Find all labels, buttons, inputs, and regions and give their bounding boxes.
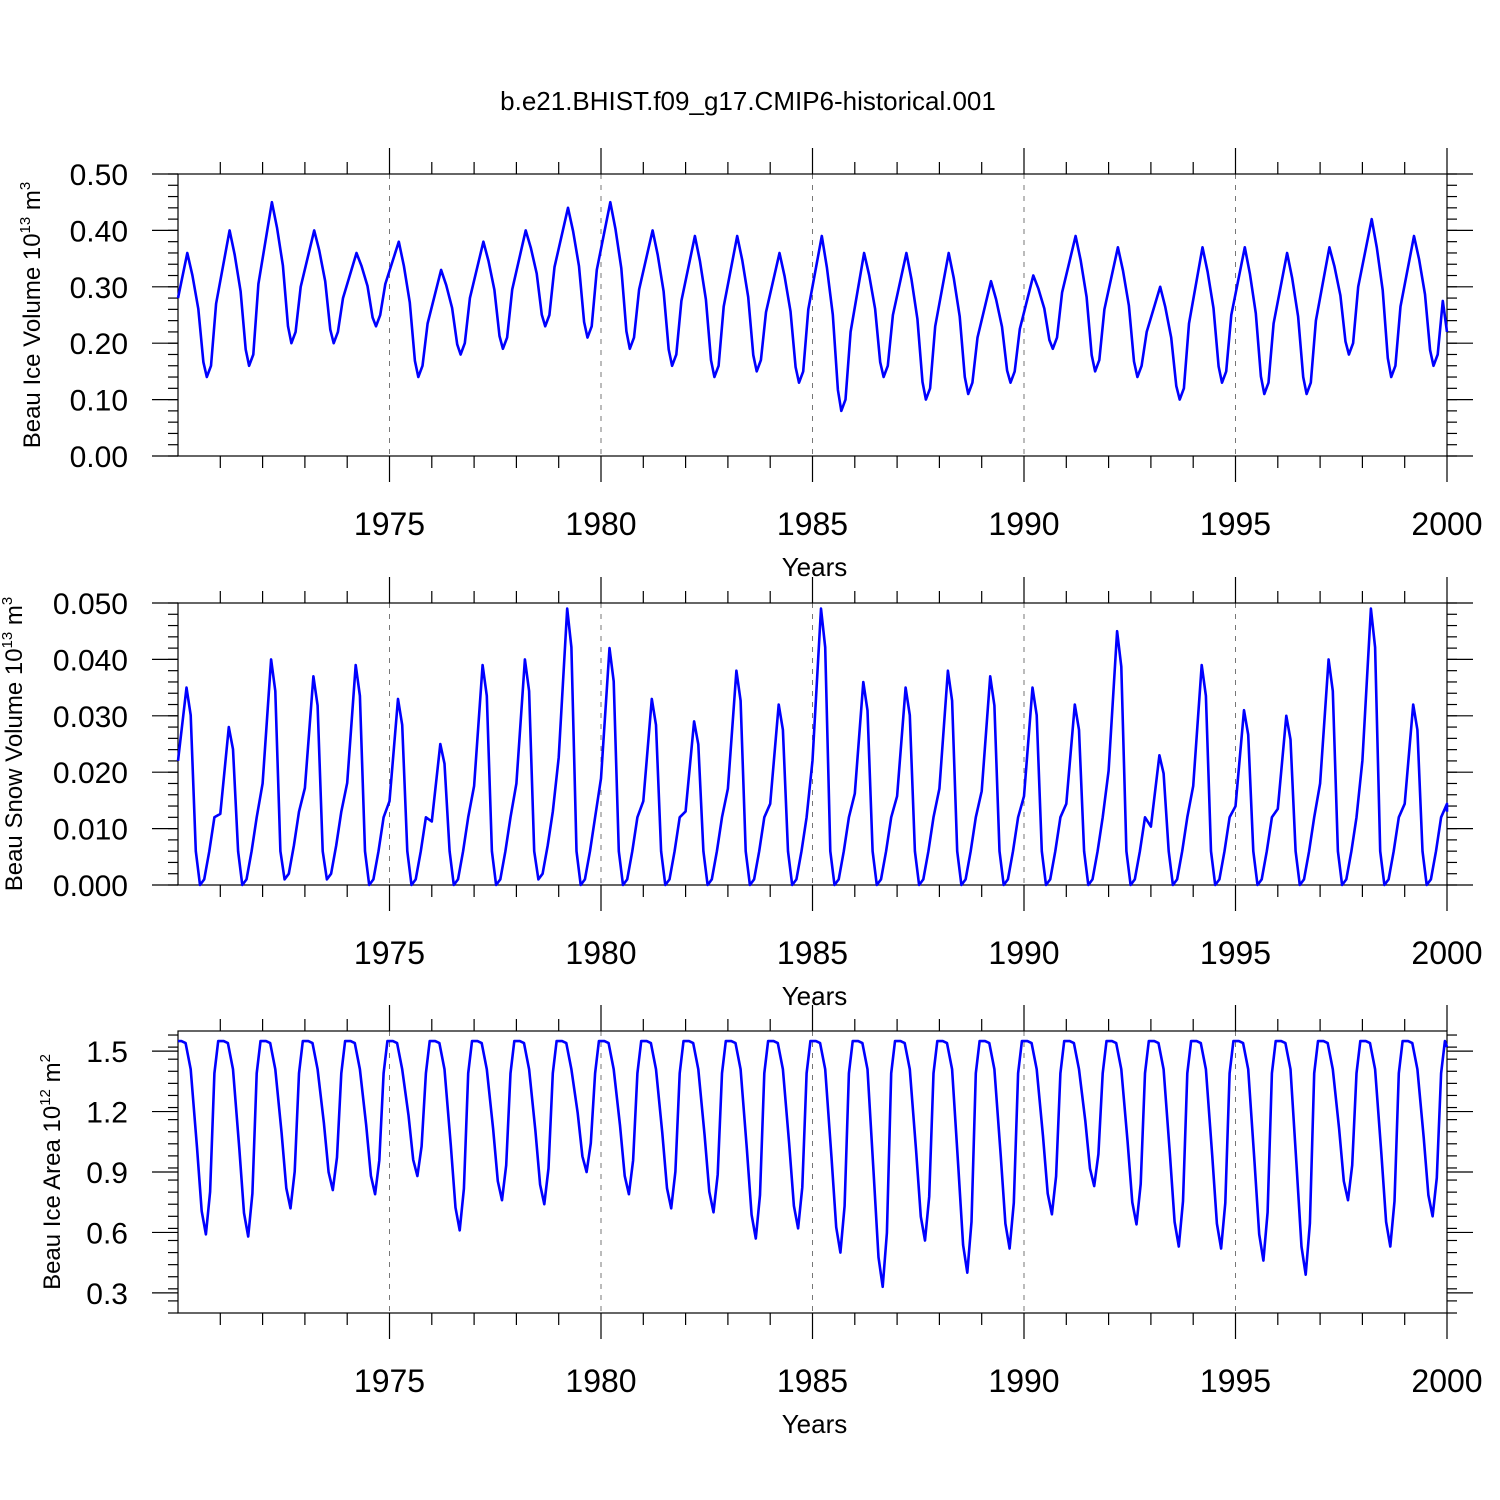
x-tick-label: 1990 (988, 935, 1059, 971)
y-tick-label: 0.20 (70, 328, 128, 361)
y-tick-label: 0.050 (53, 588, 128, 621)
y-tick-label: 0.9 (86, 1157, 128, 1190)
y-tick-label: 1.2 (86, 1097, 128, 1130)
plot-frame (177, 173, 1448, 457)
x-tick-label: 1995 (1200, 935, 1271, 971)
x-tick-label: 1975 (354, 1363, 425, 1399)
y-tick-label: 0.30 (70, 272, 128, 305)
y-tick-label: 0.000 (53, 870, 128, 903)
y-tick-label: 0.00 (70, 441, 128, 474)
x-tick-label: 1995 (1200, 1363, 1271, 1399)
x-tick-label: 1975 (354, 935, 425, 971)
y-tick-label: 0.6 (86, 1217, 128, 1250)
x-axis-label: Years (782, 981, 848, 1011)
y-tick-label: 0.010 (53, 814, 128, 847)
x-tick-label: 2000 (1411, 506, 1482, 542)
x-tick-label: 1990 (988, 1363, 1059, 1399)
panel-ice-area: 0.3 0.6 0.9 1.2 1.5 1975 1980 1985 1990 1995 2000 Y… (37, 1005, 1483, 1439)
panel-snow-volume: 0.000 0.010 0.020 0.030 0.040 0.050 1975 1980 19… (0, 577, 1483, 1011)
y-axis-label: Beau Ice Area 1012 m2 (37, 1054, 66, 1290)
plot-frame (177, 602, 1448, 886)
y-tick-label: 1.5 (86, 1036, 128, 1069)
x-tick-label: 1980 (565, 1363, 636, 1399)
x-tick-label: 1975 (354, 506, 425, 542)
y-tick-label: 0.50 (70, 159, 128, 192)
series-line-snow_volume (176, 607, 1449, 887)
y-tick-label: 0.020 (53, 757, 128, 790)
x-axis-label: Years (782, 1409, 848, 1439)
series-line-ice_volume (176, 200, 1449, 413)
x-tick-label: 1985 (777, 935, 848, 971)
x-tick-label: 1980 (565, 506, 636, 542)
y-tick-label: 0.040 (53, 644, 128, 677)
y-tick-label: 0.10 (70, 385, 128, 418)
x-axis-label: Years (782, 552, 848, 582)
y-tick-label: 0.3 (86, 1278, 128, 1311)
x-tick-label: 1985 (777, 506, 848, 542)
x-tick-label: 1980 (565, 935, 636, 971)
panel-ice-volume: 0.00 0.10 0.20 0.30 0.40 0.50 1975 1980 1985 1990… (17, 148, 1483, 582)
y-axis-label: Beau Snow Volume 1013 m3 (0, 597, 28, 892)
plot-frame (177, 1030, 1448, 1314)
series-line-ice_area (178, 1039, 1449, 1289)
x-tick-label: 2000 (1411, 935, 1482, 971)
chart-title: b.e21.BHIST.f09_g17.CMIP6-historical.001 (500, 86, 996, 116)
x-tick-label: 1995 (1200, 506, 1271, 542)
x-tick-label: 1985 (777, 1363, 848, 1399)
y-tick-label: 0.40 (70, 215, 128, 248)
x-tick-label: 2000 (1411, 1363, 1482, 1399)
x-tick-label: 1990 (988, 506, 1059, 542)
y-axis-label: Beau Ice Volume 1013 m3 (17, 182, 46, 449)
y-tick-label: 0.030 (53, 701, 128, 734)
